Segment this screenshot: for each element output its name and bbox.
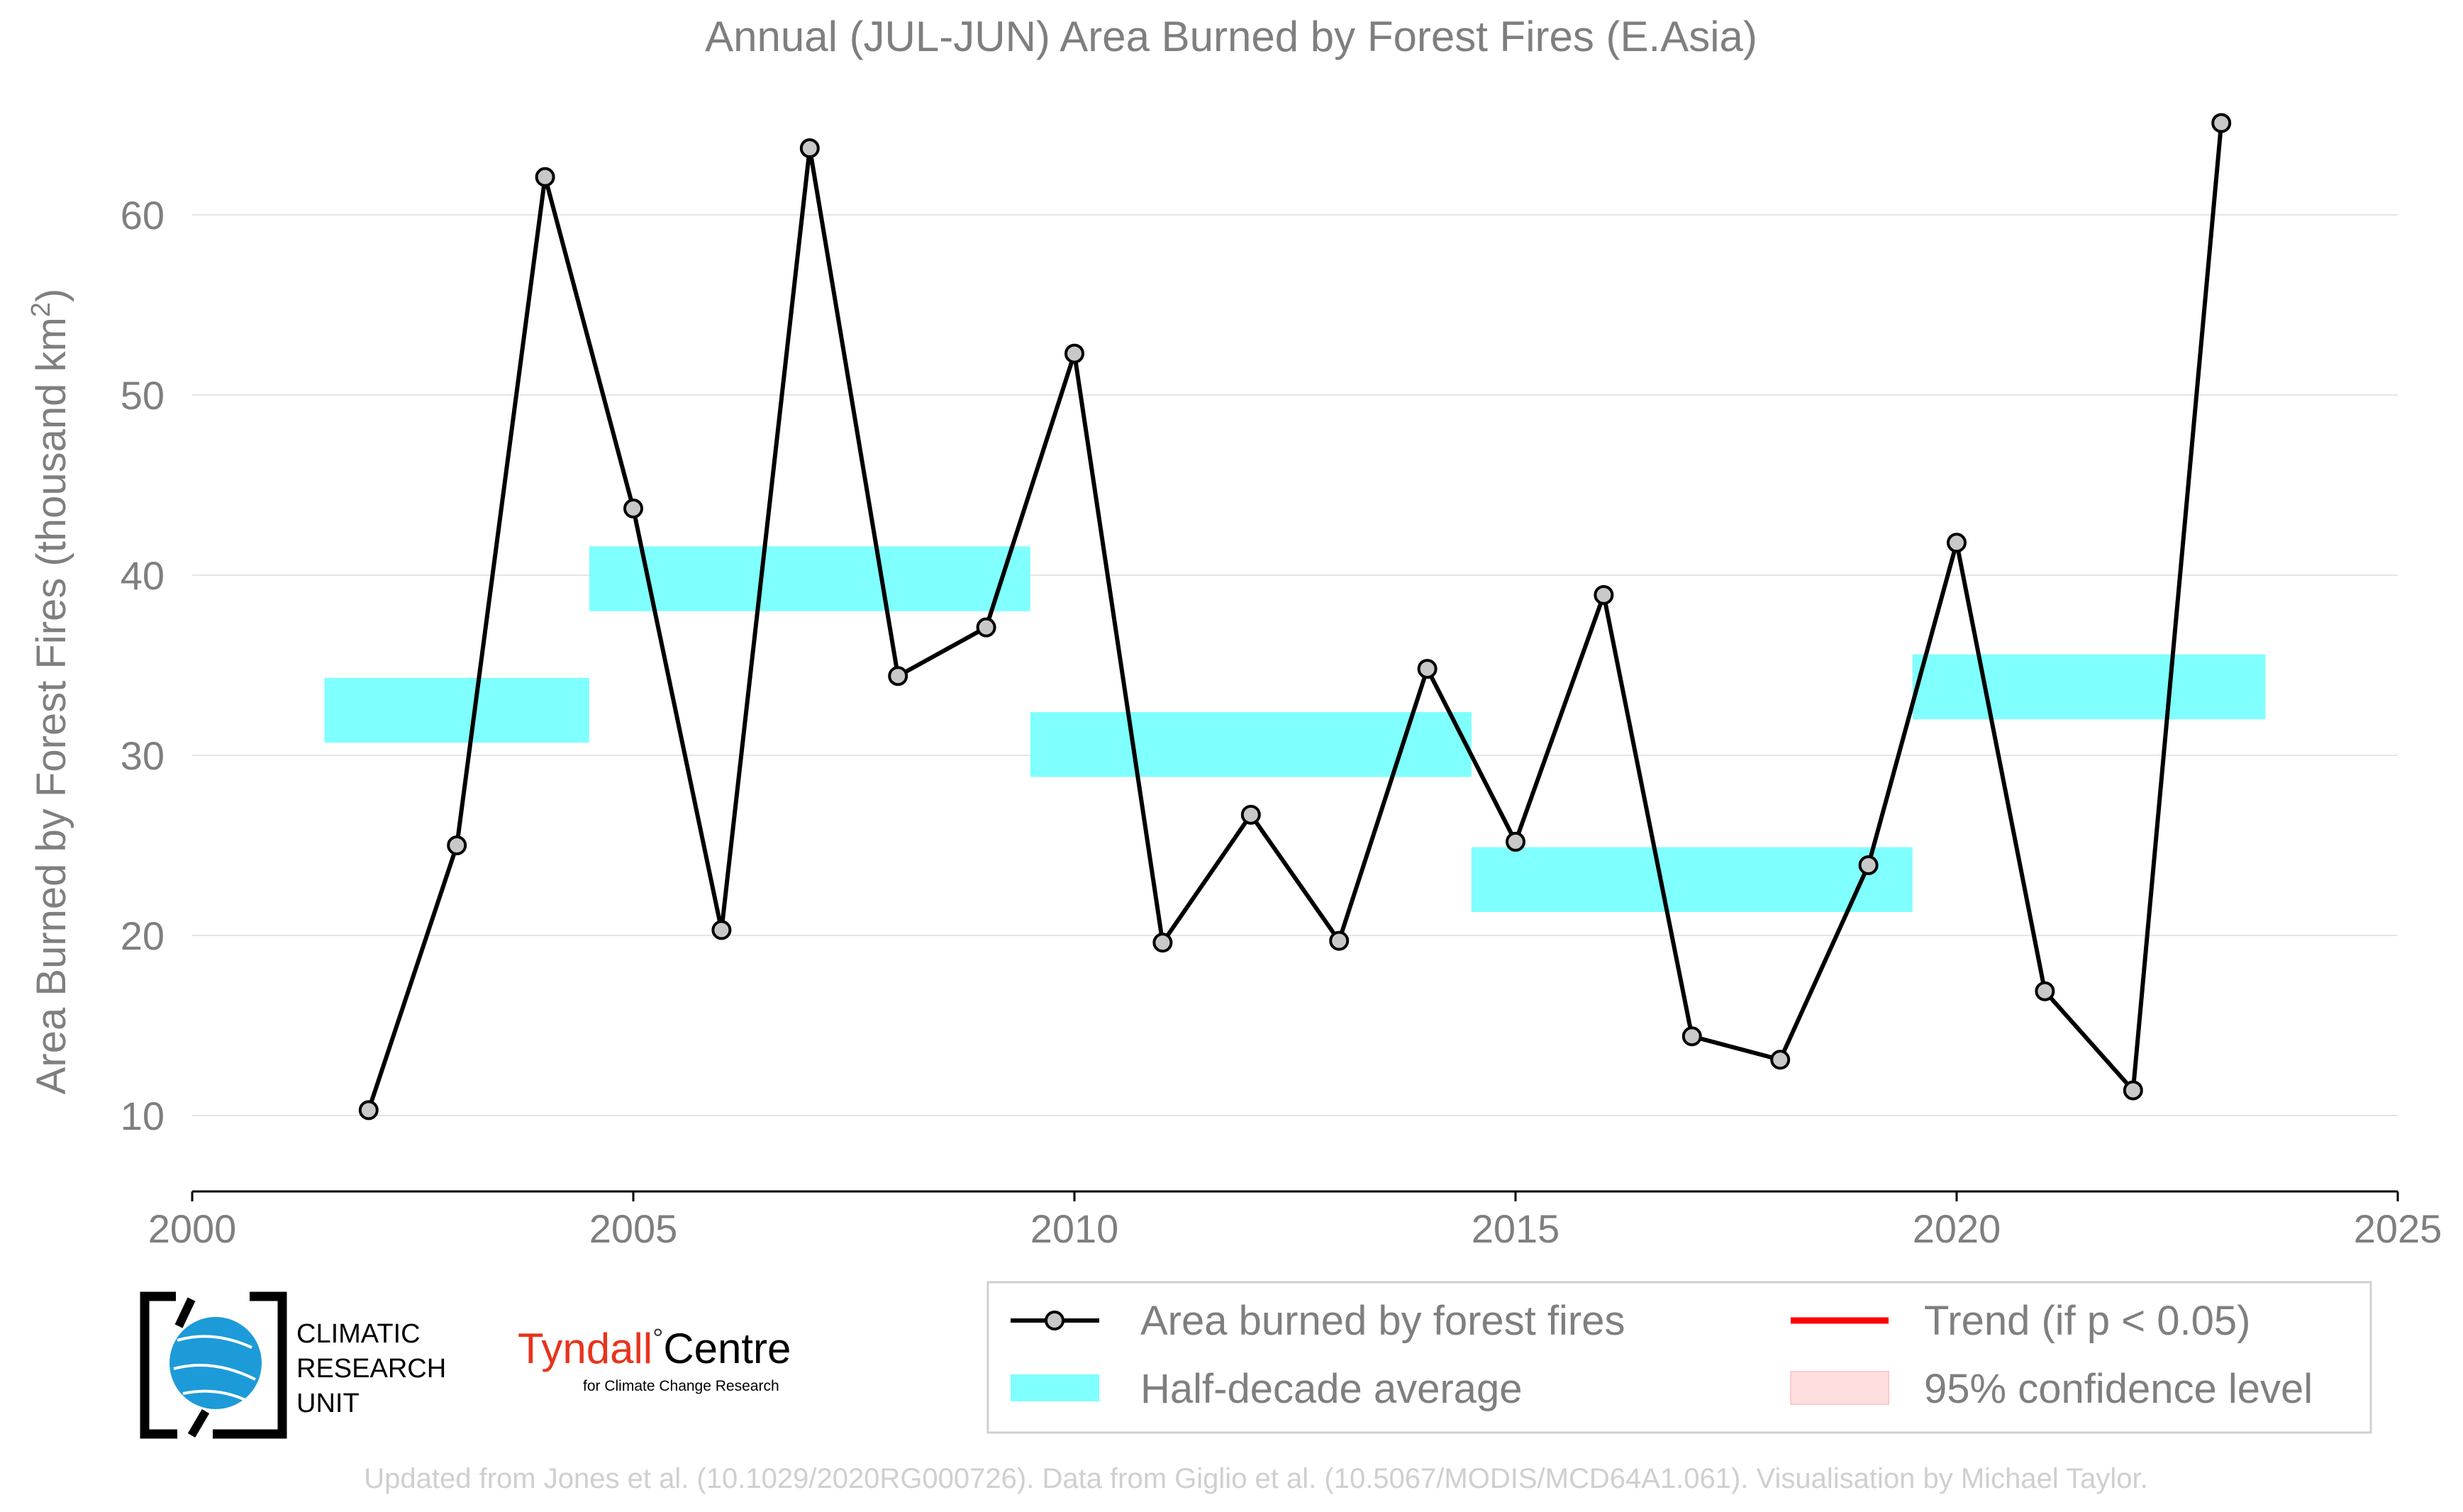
y-tick-label-20: 20 (121, 913, 165, 958)
data-point-2009 (976, 617, 996, 638)
chart-title: Annual (JUL-JUN) Area Burned by Forest F… (705, 13, 1757, 60)
tyndall-logo: Tyndall°Centre for Climate Change Resear… (518, 1324, 791, 1394)
legend-box (986, 1281, 2372, 1434)
half-decade-band-3 (1471, 847, 1913, 912)
y-ticks: 10 20 30 40 50 60 (121, 193, 165, 1138)
y-tick-label-60: 60 (121, 193, 165, 238)
x-tick-label-2000: 2000 (148, 1206, 237, 1251)
data-point-2012 (1240, 804, 1261, 825)
y-tick-label-30: 30 (121, 733, 165, 778)
cru-logo: CLIMATIC RESEARCH UNIT (140, 1291, 446, 1439)
y-axis-label: Area Burned by Forest Fires (thousand km… (26, 289, 74, 1095)
half-decade-band-0 (324, 677, 589, 743)
series-line-0 (366, 123, 2224, 1111)
data-point-2017 (1681, 1026, 1702, 1047)
data-point-2016 (1594, 584, 1614, 605)
data-point-2008 (888, 666, 908, 686)
y-tick-label-50: 50 (121, 373, 165, 418)
legend-entry-trend: Trend (if p < 0.05) (1924, 1298, 2250, 1344)
data-point-2023 (2211, 113, 2232, 133)
data-point-2021 (2035, 981, 2055, 1001)
x-ticks: 2000 2005 2010 2015 2020 2025 (148, 1191, 2442, 1251)
data-point-2019 (1858, 855, 1879, 875)
data-point-2006 (711, 920, 732, 940)
x-tick-label-2025: 2025 (2354, 1206, 2442, 1251)
legend-entry-confidence: 95% confidence level (1924, 1366, 2313, 1412)
cru-logo-line-2: RESEARCH (296, 1354, 446, 1384)
legend-entry-area-burned: Area burned by forest fires (1140, 1298, 1625, 1344)
data-point-2003 (447, 835, 467, 855)
half-decade-bands (324, 546, 2266, 912)
x-tick-label-2015: 2015 (1472, 1206, 1560, 1251)
legend-confidence-swatch (1790, 1371, 1889, 1405)
x-tick-label-2020: 2020 (1913, 1206, 2001, 1251)
x-tick-label-2005: 2005 (589, 1206, 678, 1251)
data-point-2010 (1064, 343, 1084, 364)
cru-slash-icon (174, 1297, 210, 1438)
half-decade-band-2 (1030, 712, 1472, 777)
data-point-2013 (1329, 930, 1350, 951)
data-point-2005 (623, 499, 643, 519)
data-point-2018 (1770, 1050, 1791, 1070)
data-point-2015 (1506, 831, 1525, 852)
half-decade-band-1 (589, 546, 1030, 611)
cru-bracket-left-icon (140, 1291, 177, 1439)
data-point-2004 (535, 167, 555, 187)
x-tick-label-2010: 2010 (1030, 1206, 1119, 1251)
tyndall-logo-title: Tyndall°Centre (518, 1324, 791, 1372)
data-point-2007 (799, 138, 820, 159)
y-tick-label-10: 10 (121, 1094, 165, 1138)
data-point-2011 (1152, 933, 1173, 953)
legend: Area burned by forest fires Half-decade … (986, 1281, 2372, 1434)
data-point-2002 (358, 1100, 379, 1121)
half-decade-band-4 (1912, 654, 2266, 720)
data-point-2022 (2123, 1080, 2143, 1101)
legend-marker-swatch (1045, 1311, 1064, 1330)
cru-logo-line-3: UNIT (296, 1389, 360, 1418)
series-layer (358, 113, 2232, 1121)
legend-half-decade-swatch (1011, 1374, 1099, 1401)
data-point-2014 (1417, 659, 1438, 679)
footer-credits: Updated from Jones et al. (10.1029/2020R… (364, 1463, 2147, 1494)
cru-bracket-right-icon (213, 1291, 287, 1439)
y-tick-label-40: 40 (121, 553, 165, 598)
cru-logo-line-1: CLIMATIC (296, 1319, 421, 1349)
tyndall-logo-subtitle: for Climate Change Research (583, 1378, 779, 1394)
data-point-2020 (1947, 533, 1967, 553)
legend-entry-half-decade: Half-decade average (1140, 1366, 1522, 1412)
globe-swirl-icon (173, 1335, 256, 1402)
globe-icon (169, 1317, 262, 1409)
